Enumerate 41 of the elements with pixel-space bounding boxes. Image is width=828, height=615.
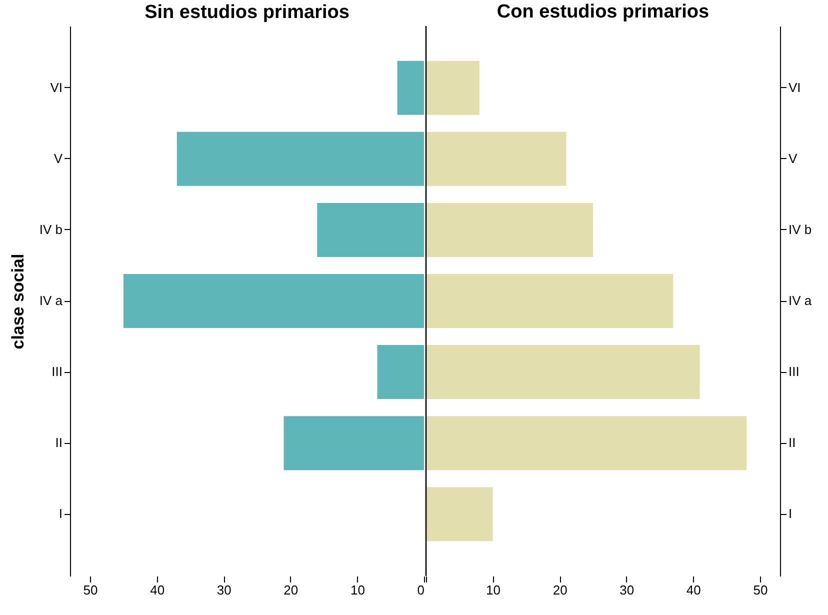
bar bbox=[426, 416, 747, 470]
y-tick-label: VI bbox=[788, 80, 801, 95]
bar bbox=[123, 274, 424, 328]
y-tick-label: III bbox=[788, 364, 800, 380]
bar bbox=[377, 345, 424, 400]
chart-title: Sin estudios primarios bbox=[144, 2, 350, 23]
x-tick-label: 40 bbox=[686, 582, 701, 598]
x-tick-label: 30 bbox=[216, 582, 232, 598]
x-tick-label: 50 bbox=[753, 582, 768, 598]
y-tick-label: II bbox=[788, 435, 796, 450]
x-tick-label: 0 bbox=[417, 582, 424, 598]
y-tick-label: I bbox=[788, 506, 792, 522]
y-tick-label: V bbox=[788, 150, 798, 166]
bar bbox=[176, 132, 424, 186]
chart-title: Con estudios primarios bbox=[496, 1, 710, 22]
x-tick-label: 40 bbox=[150, 582, 165, 598]
y-tick-label: IV b bbox=[788, 222, 812, 237]
bar bbox=[426, 60, 480, 115]
y-tick-label: IV b bbox=[39, 222, 62, 237]
bar bbox=[426, 487, 493, 542]
bar bbox=[426, 274, 674, 328]
x-tick-label: 10 bbox=[350, 582, 365, 598]
y-tick-label: I bbox=[58, 506, 62, 522]
bar bbox=[426, 345, 700, 400]
x-tick-label: 20 bbox=[552, 582, 568, 598]
bar bbox=[426, 132, 566, 186]
bar bbox=[397, 60, 424, 115]
bar bbox=[317, 202, 424, 257]
y-tick-label: IV a bbox=[39, 293, 64, 308]
y-tick-label: VI bbox=[50, 80, 62, 95]
y-tick-label: IV a bbox=[788, 293, 812, 308]
x-tick-label: 20 bbox=[284, 582, 298, 598]
y-axis-title: clase social bbox=[8, 254, 28, 350]
y-tick-label: III bbox=[52, 364, 62, 380]
x-tick-label: 30 bbox=[620, 582, 634, 598]
bar bbox=[284, 416, 424, 470]
y-tick-label: V bbox=[54, 150, 63, 166]
x-tick-label: 10 bbox=[486, 582, 501, 598]
x-tick-label: 50 bbox=[83, 582, 98, 598]
bar bbox=[426, 202, 593, 257]
y-tick-label: II bbox=[55, 435, 62, 450]
